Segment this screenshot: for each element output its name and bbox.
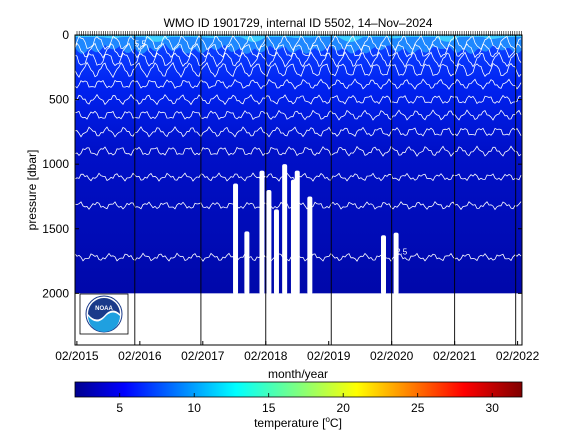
surface-patches (75, 35, 522, 42)
y-tick-label: 500 (49, 93, 69, 107)
chart-title: WMO ID 1901729, internal ID 5502, 14–Nov… (164, 16, 433, 30)
isotherm-labels: 5.5 2.5 (135, 40, 408, 257)
colorbar-tick-label: 15 (262, 401, 276, 415)
profile-tick-marks (76, 31, 522, 36)
isotherm-line (74, 93, 522, 106)
isotherm-line (74, 34, 522, 52)
profile-gap (294, 170, 300, 295)
x-tick-label: 02/2021 (433, 349, 477, 363)
profile-gap (259, 170, 265, 295)
colorbar-tick-label: 25 (411, 401, 425, 415)
colorbar-ticks: 5 10 15 20 25 30 (116, 393, 499, 415)
profile-gap (393, 232, 399, 295)
isotherm-label: 5.5 (135, 40, 147, 49)
profile-gap (282, 164, 288, 295)
isotherm-label: 2.5 (396, 248, 408, 257)
y-axis-label: pressure [dbar] (25, 150, 39, 231)
isotherm-line (74, 145, 522, 157)
isotherm-line (75, 126, 522, 138)
isotherm-line (74, 78, 522, 90)
surface-warm-layer (75, 35, 522, 54)
x-tick-label: 02/2018 (244, 349, 288, 363)
profile-gap (233, 183, 239, 295)
y-axis: 0 500 1000 1500 2000 (42, 28, 522, 300)
noaa-logo: NOAA (79, 293, 129, 335)
colorbar-tick-label: 20 (337, 401, 351, 415)
profile-gap (244, 231, 250, 295)
y-tick-label: 2000 (42, 286, 69, 300)
x-tick-label: 02/2019 (307, 349, 351, 363)
x-axis-label: month/year (268, 367, 328, 381)
svg-text:NOAA: NOAA (95, 306, 113, 312)
isotherm-line (74, 51, 522, 68)
y-tick-label: 1000 (42, 157, 69, 171)
isotherm-line (74, 109, 522, 121)
profile-gap (511, 293, 517, 295)
x-tick-label: 02/2016 (118, 349, 162, 363)
profile-gaps (233, 164, 517, 295)
y-tick-label: 0 (62, 28, 69, 42)
isotherm-lines (74, 34, 522, 262)
x-tick-label: 02/2022 (496, 349, 540, 363)
y-tick-label: 1500 (42, 222, 69, 236)
x-tick-label: 02/2017 (181, 349, 225, 363)
surface-band (75, 35, 522, 54)
x-tick-label: 02/2015 (55, 349, 99, 363)
isotherm-line (74, 61, 522, 79)
x-axis: 02/2015 02/2016 02/2017 02/2018 02/2019 02/20… (55, 341, 540, 363)
vertical-markers (134, 35, 517, 345)
x-tick-label: 02/2020 (370, 349, 414, 363)
profile-gap (380, 235, 386, 295)
plot-area: 5.5 2.5 (74, 31, 523, 346)
profile-gap (266, 190, 272, 295)
profile-gap (307, 196, 313, 295)
profile-gap (273, 209, 279, 295)
colorbar: 5 10 15 20 25 30 temperature [oC] (74, 381, 523, 430)
colorbar-scale (74, 381, 523, 398)
profile-gap (290, 179, 296, 295)
colorbar-tick-label: 10 (188, 401, 202, 415)
isotherm-line (74, 42, 522, 59)
colorbar-label: temperature [oC] (254, 415, 342, 430)
colorbar-tick-label: 30 (486, 401, 500, 415)
plot-frame (74, 34, 523, 346)
colorbar-tick-label: 5 (116, 401, 123, 415)
